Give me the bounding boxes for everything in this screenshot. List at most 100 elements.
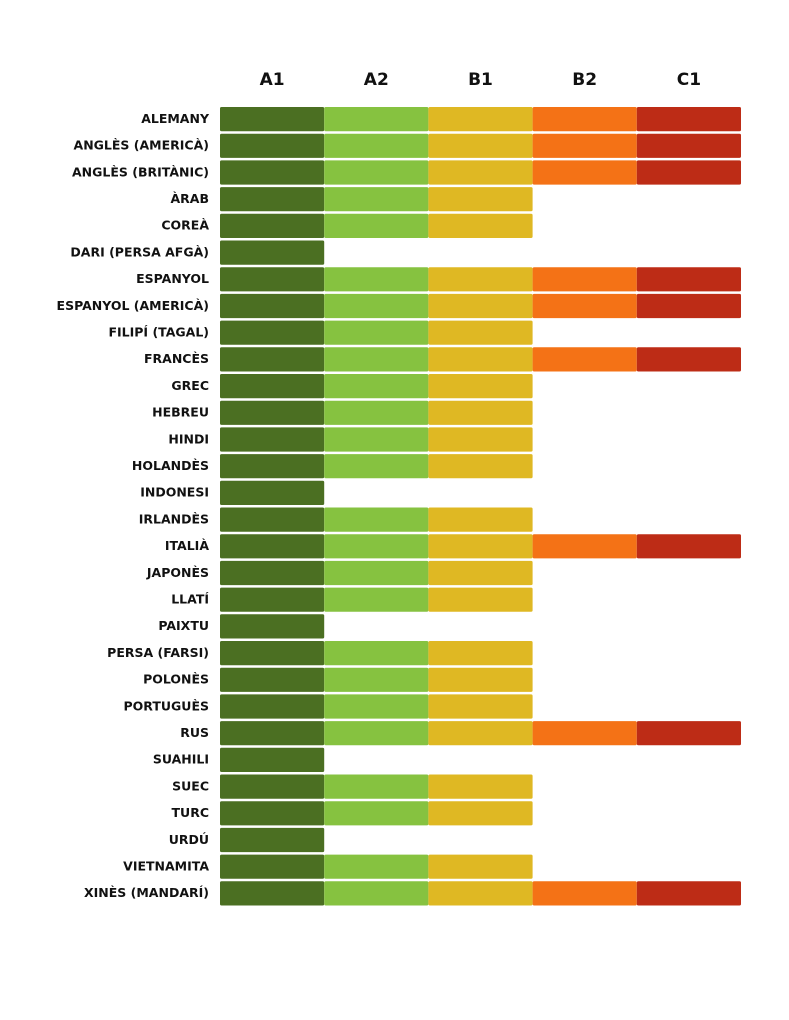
level-cell [428,507,533,532]
level-cell [220,187,325,212]
language-label: SUEC [172,778,209,793]
language-label: VIETNAMITA [123,858,209,873]
level-cell [324,881,429,906]
level-cell [532,347,637,372]
language-label: INDONESI [140,485,209,500]
language-label: DARI (PERSA AFGÀ) [70,244,209,259]
level-cell [428,534,533,559]
level-cell [428,374,533,399]
level-cell [324,641,429,666]
level-cell [324,320,429,345]
level-cell [324,347,429,372]
language-label: ESPANYOL (AMERICÀ) [57,298,209,313]
level-cell [532,293,637,319]
level-cell [220,107,325,132]
level-cell [220,454,325,479]
level-cell [428,107,533,132]
level-header: C1 [677,70,701,90]
level-cell [428,133,533,158]
language-label: HINDI [168,431,209,446]
language-label: PERSA (FARSI) [107,645,209,660]
level-cell [428,320,533,345]
level-cell [428,160,533,185]
language-label: TURC [172,805,209,820]
level-cell [324,160,429,185]
language-label: ÀRAB [170,191,209,206]
level-cell [220,641,325,666]
level-cell [428,721,533,746]
level-cell [532,267,637,292]
level-cell [428,427,533,452]
level-cell [220,614,325,639]
level-cell [220,774,325,799]
level-cell [428,774,533,799]
level-cell [220,881,325,906]
level-cell [324,454,429,479]
level-cell [636,721,741,746]
level-cell [428,187,533,212]
level-cell [636,160,741,185]
level-cell [428,881,533,906]
level-cell [220,747,325,772]
level-cell [324,854,429,879]
level-cell [220,400,325,425]
level-cell [532,107,637,132]
level-cell [532,133,637,158]
level-cell [220,721,325,746]
level-cell [324,667,429,692]
level-cell [220,534,325,559]
level-cell [220,480,325,505]
level-cell [428,854,533,879]
level-cell [532,160,637,185]
level-header: A1 [260,70,285,90]
language-label: ESPANYOL [136,271,209,286]
level-cell [428,641,533,666]
language-label: FRANCÈS [144,351,209,366]
language-label: ITALIÀ [165,538,209,553]
language-label: URDÚ [169,832,209,847]
level-cell [324,293,429,319]
level-cell [324,801,429,826]
language-label: LLATÍ [171,591,209,606]
level-cell [324,133,429,158]
language-label: PAIXTU [158,618,209,633]
level-cell [220,427,325,452]
language-label: SUAHILI [153,752,209,767]
level-cell [324,427,429,452]
level-cell [428,694,533,719]
level-cell [532,881,637,906]
level-cell [428,801,533,826]
level-cell [220,133,325,158]
language-label: HOLANDÈS [132,458,209,473]
level-cell [220,347,325,372]
language-label: HEBREU [152,405,209,420]
level-cell [636,107,741,132]
level-cell [324,587,429,612]
level-cell [636,534,741,559]
level-cell [220,267,325,292]
level-cell [428,347,533,372]
level-cell [636,133,741,158]
level-cell [324,774,429,799]
language-label: JAPONÈS [146,565,209,580]
level-cell [324,560,429,586]
level-cell [220,694,325,719]
level-cell [324,721,429,746]
level-cell [428,454,533,479]
level-cell [220,160,325,185]
level-cell [324,213,429,238]
language-label: PORTUGUÈS [124,698,209,713]
level-cell [636,293,741,319]
level-cell [428,587,533,612]
level-cell [324,694,429,719]
level-cell [636,267,741,292]
level-cell [636,347,741,372]
level-cell [428,267,533,292]
level-cell [220,320,325,345]
level-header: A2 [364,70,389,90]
level-cell [324,400,429,425]
level-cell [220,667,325,692]
level-cell [220,560,325,586]
level-cell [220,801,325,826]
